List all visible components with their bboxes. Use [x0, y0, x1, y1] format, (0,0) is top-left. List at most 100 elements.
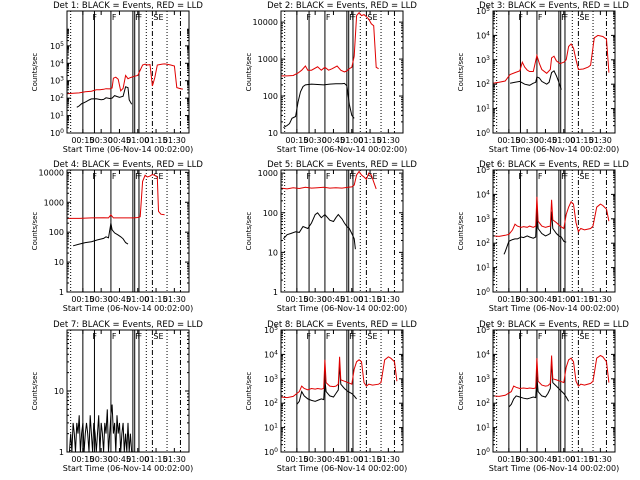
x-axis-label: Start Time (06-Nov-14 00:02:00): [489, 464, 619, 473]
y-tick-label: 101: [476, 423, 490, 433]
x-tick-label: 00:30: [304, 136, 327, 145]
chart-title: Det 2: BLACK = Events, RED = LLD: [267, 1, 417, 11]
flag-marker: SE: [367, 172, 377, 181]
x-tick-label: 00:15: [71, 136, 94, 145]
y-tick-label: 100: [263, 209, 278, 218]
x-tick-label: 00:30: [516, 136, 539, 145]
x-axis-label: Start Time (06-Nov-14 00:02:00): [63, 145, 193, 154]
events-series-line: [72, 223, 129, 247]
flag-marker: F: [138, 13, 143, 22]
x-tick-label: 01:30: [589, 455, 612, 464]
x-axis-label: Start Time (06-Nov-14 00:02:00): [489, 304, 619, 313]
y-tick-label: 103: [476, 214, 490, 224]
lld-series-line: [493, 34, 610, 84]
y-tick-label: 105: [476, 6, 490, 16]
flag-marker: SE: [579, 332, 589, 341]
flag-marker: F: [326, 172, 331, 181]
flag-marker: F: [538, 332, 543, 341]
x-tick-label: 00:45: [322, 295, 345, 304]
flag-marker: F: [349, 172, 354, 181]
x-tick-label: 01:00: [552, 295, 575, 304]
x-tick-label: 01:15: [145, 136, 168, 145]
y-tick-label: 105: [476, 325, 490, 335]
x-tick-label: 00:15: [71, 295, 94, 304]
events-series-line: [76, 86, 133, 108]
flag-marker: F: [92, 13, 97, 22]
y-tick-label: 10: [268, 129, 278, 138]
flag-marker: F: [92, 332, 97, 341]
lld-series-line: [281, 170, 377, 190]
x-tick-label: 00:15: [497, 295, 520, 304]
y-tick-label: 100: [264, 447, 278, 457]
y-tick-label: 102: [476, 238, 490, 248]
flag-marker: F: [306, 172, 311, 181]
y-tick-label: 1000: [44, 198, 64, 207]
y-tick-label: 101: [264, 423, 278, 433]
y-tick-label: 1000: [258, 169, 278, 178]
flag-marker: F: [135, 332, 140, 341]
x-tick-label: 00:45: [534, 136, 557, 145]
chart-title: Det 1: BLACK = Events, RED = LLD: [53, 1, 203, 11]
x-tick-label: 01:30: [163, 295, 186, 304]
flag-marker: F: [326, 13, 331, 22]
y-tick-label: 101: [50, 111, 64, 121]
event-lines: [284, 170, 395, 292]
x-tick-label: 00:30: [304, 295, 327, 304]
x-tick-label: 01:00: [126, 295, 149, 304]
lld-series-line: [281, 356, 398, 399]
x-tick-label: 01:00: [340, 136, 363, 145]
x-tick-label: 00:30: [516, 455, 539, 464]
flag-marker: F: [326, 332, 331, 341]
flag-marker: F: [564, 332, 569, 341]
y-tick-label: 1: [59, 288, 64, 297]
plot-frame: [66, 10, 190, 134]
x-tick-label: 00:30: [90, 136, 113, 145]
y-axis-label: Counts/sec: [457, 372, 465, 411]
lld-series-line: [67, 63, 183, 95]
x-tick-label: 00:45: [108, 295, 131, 304]
y-axis-label: Counts/sec: [245, 53, 253, 92]
flag-marker: F: [306, 13, 311, 22]
flag-marker: SE: [153, 13, 163, 22]
x-tick-label: 00:15: [285, 455, 308, 464]
y-tick-label: 103: [50, 76, 64, 86]
y-tick-label: 10: [54, 258, 64, 267]
x-tick-label: 00:45: [322, 455, 345, 464]
x-tick-label: 00:45: [534, 455, 557, 464]
flag-marker: F: [564, 13, 569, 22]
x-axis-label: Start Time (06-Nov-14 00:02:00): [277, 145, 407, 154]
y-tick-label: 101: [476, 104, 490, 114]
x-tick-label: 01:15: [145, 455, 168, 464]
x-tick-label: 00:45: [108, 455, 131, 464]
y-tick-label: 10000: [39, 168, 64, 177]
y-axis-label: Counts/sec: [457, 212, 465, 251]
event-lines: [70, 170, 181, 292]
y-axis-label: Counts/sec: [245, 372, 253, 411]
x-tick-label: 01:00: [340, 295, 363, 304]
y-tick-label: 104: [476, 349, 490, 359]
y-tick-label: 1000: [258, 55, 278, 64]
event-lines: [496, 11, 607, 133]
events-series-line: [296, 364, 357, 405]
events-series-line: [510, 70, 562, 90]
x-tick-label: 00:15: [285, 295, 308, 304]
lld-series-line: [493, 354, 610, 397]
x-axis-label: Start Time (06-Nov-14 00:02:00): [489, 145, 619, 154]
flag-marker: F: [564, 172, 569, 181]
y-tick-label: 100: [263, 92, 278, 101]
x-tick-label: 01:15: [571, 136, 594, 145]
flag-marker: SE: [367, 332, 377, 341]
x-axis-label: Start Time (06-Nov-14 00:02:00): [63, 304, 193, 313]
events-series-line: [503, 207, 567, 255]
event-lines: [496, 170, 607, 292]
y-axis-label: Counts/sec: [31, 212, 39, 251]
x-tick-label: 00:15: [497, 455, 520, 464]
